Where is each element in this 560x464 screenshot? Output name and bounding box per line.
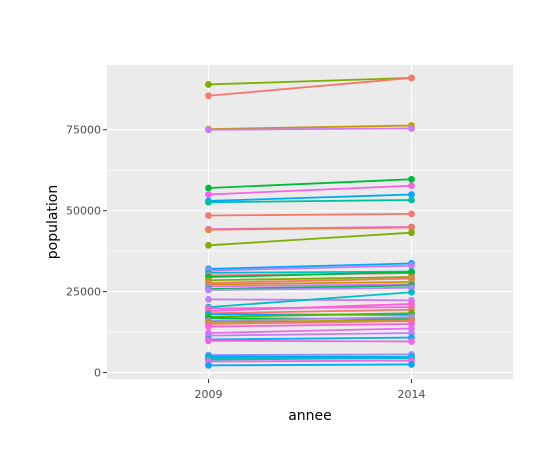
data-point (205, 286, 212, 294)
series-line (208, 199, 412, 204)
x-axis-title: annee (288, 408, 332, 424)
series-line (208, 355, 412, 358)
data-point (205, 198, 212, 206)
plot-panel (107, 65, 513, 379)
data-point (408, 361, 415, 368)
series-line (208, 276, 412, 282)
x-tick-label: 2009 (195, 388, 223, 401)
series-line (208, 277, 412, 284)
series-line (208, 284, 412, 290)
series-line (208, 312, 412, 318)
data-point (205, 226, 212, 234)
series-line (208, 262, 412, 270)
gridlines (107, 65, 513, 379)
data-point (205, 323, 212, 330)
series-line (208, 316, 412, 322)
y-axis-title: population (45, 185, 61, 260)
series-line (208, 213, 412, 217)
data-point (408, 268, 415, 276)
series-line (208, 336, 412, 341)
series-lines (208, 77, 412, 367)
data-point (205, 191, 212, 198)
series-line (208, 77, 412, 97)
data-point (205, 362, 212, 369)
y-tick-label: 50000 (66, 205, 101, 218)
data-point (205, 81, 212, 88)
data-point (205, 295, 212, 303)
data-point (408, 229, 415, 237)
data-point (408, 125, 415, 132)
series-line (208, 270, 412, 274)
series-line (208, 357, 412, 361)
data-point (408, 74, 415, 82)
data-point (408, 262, 415, 270)
y-tick-label: 25000 (66, 286, 101, 299)
series-line (208, 308, 412, 315)
x-tick-label: 2014 (398, 388, 426, 401)
data-point (408, 224, 415, 231)
data-point (205, 126, 212, 134)
data-point (408, 182, 415, 190)
y-tick-label: 0 (94, 367, 101, 380)
series-line (208, 320, 412, 325)
series-line (208, 353, 412, 356)
series-line (208, 339, 412, 343)
series-line (208, 124, 412, 130)
series-line (208, 359, 412, 363)
data-point (205, 212, 212, 219)
series-line (208, 332, 412, 337)
series-line (208, 193, 412, 202)
series-line (208, 77, 412, 86)
series-line (208, 291, 412, 309)
data-point (408, 288, 415, 296)
data-point (205, 184, 212, 192)
data-point (408, 210, 415, 218)
data-point (408, 175, 415, 183)
series-line (208, 264, 412, 272)
series-line (208, 184, 412, 196)
data-point (408, 300, 415, 308)
series-line (208, 363, 412, 367)
y-tick-label: 75000 (66, 124, 101, 137)
series-line (208, 319, 412, 323)
data-point (205, 337, 212, 345)
series-line (208, 127, 412, 131)
x-axis: 2009 2014 (195, 379, 426, 401)
series-line (208, 327, 412, 334)
data-point (205, 241, 212, 249)
data-point (205, 92, 212, 100)
series-line (208, 226, 412, 231)
data-point (408, 191, 415, 198)
series-line (208, 231, 412, 247)
series-line (208, 271, 412, 278)
series-line (208, 302, 412, 312)
series-line (208, 286, 412, 291)
series-points (205, 74, 415, 369)
data-point (408, 338, 415, 345)
series-line (208, 178, 412, 189)
series-line (208, 280, 412, 286)
y-axis: 0 25000 50000 75000 (66, 124, 107, 380)
series-line (208, 323, 412, 328)
series-line (208, 283, 412, 288)
data-point (408, 196, 415, 204)
